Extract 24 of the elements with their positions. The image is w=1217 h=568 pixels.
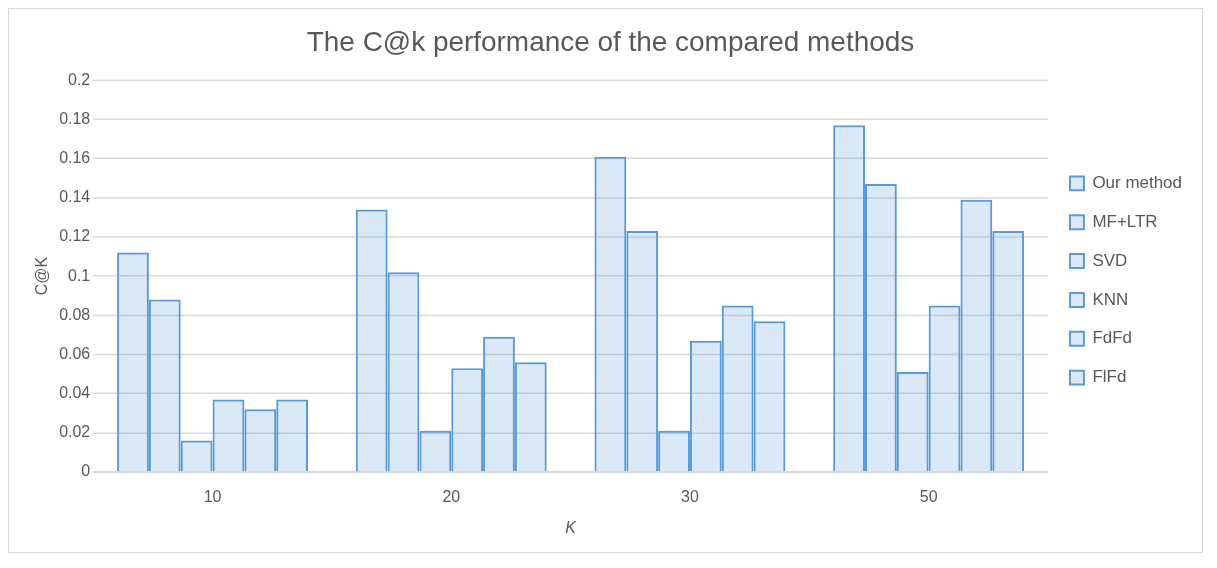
legend-label: FlFd [1092,367,1127,387]
x-tick-label: 20 [442,487,461,505]
y-axis-title: C@K [32,256,50,296]
x-tick-label: 30 [681,487,699,505]
x-axis-title: K [565,518,578,536]
y-tick-label: 0.08 [59,305,91,323]
legend-label: KNN [1092,289,1129,309]
legend-label: MF+LTR [1092,211,1158,231]
chart-title: The C@k performance of the compared methods [306,26,915,58]
y-tick-label: 0.02 [59,423,91,441]
y-tick-label: 0.04 [59,383,91,401]
y-tick-label: 0.1 [68,266,91,284]
y-tick-label: 0.06 [59,344,91,362]
x-tick-label: 50 [919,487,938,505]
legend-label: FdFd [1092,328,1133,348]
y-tick-label: 0.14 [59,188,91,206]
y-tick-label: 0.2 [68,70,91,88]
legend-label: SVD [1092,250,1128,270]
legend-label: Our method [1092,173,1182,193]
y-tick-label: 0.12 [59,227,91,245]
y-tick-label: 0.18 [59,109,91,127]
x-tick-label: 10 [203,487,222,505]
y-tick-label: 0.16 [59,149,91,167]
y-tick-label: 0 [81,462,91,480]
